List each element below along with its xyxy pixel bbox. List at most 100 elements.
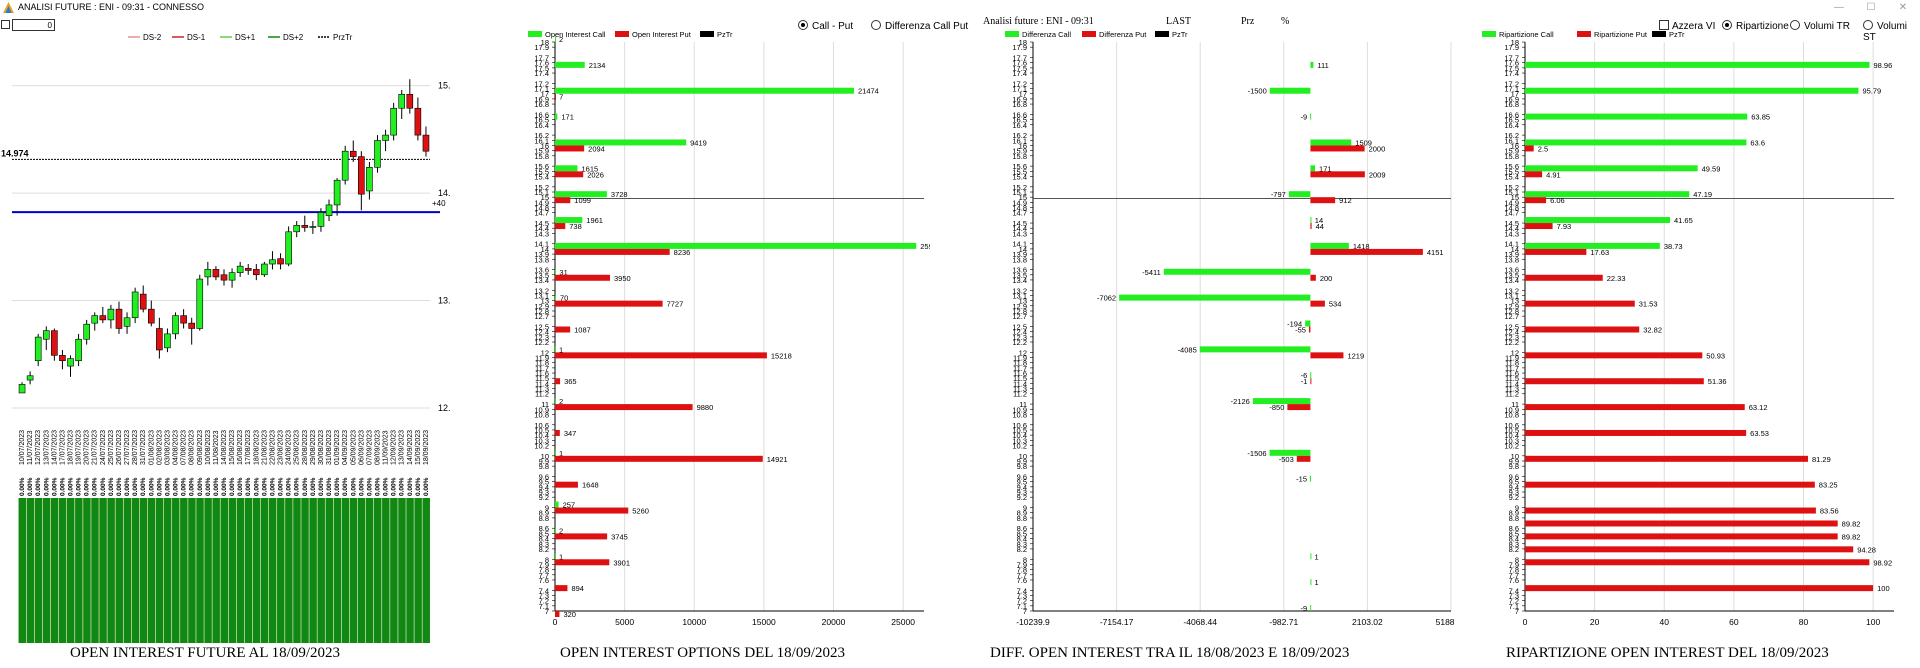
put-bar xyxy=(1525,585,1874,592)
ripartizione-radio-dot xyxy=(1722,20,1732,30)
volumi-tr-radio-dot xyxy=(1790,20,1800,30)
y-tick-label: 11.4 xyxy=(1505,379,1519,388)
y-tick-label: 10.9 xyxy=(1012,405,1027,414)
date-tick-label: 01/08/2023 xyxy=(148,430,155,465)
option-checkbox[interactable] xyxy=(1,20,10,29)
volume-bar xyxy=(163,498,172,643)
y-tick-label: 11.6 xyxy=(535,369,549,378)
y-tick-label: 17.2 xyxy=(1012,79,1027,88)
y-tick-label: 9.5 xyxy=(1017,478,1027,487)
date-tick-label: 10/08/2023 xyxy=(205,430,212,465)
volumi-st-radio[interactable]: Volumi ST xyxy=(1863,20,1920,43)
y-tick-label: 8.8 xyxy=(539,514,549,523)
call-bar xyxy=(555,553,556,560)
y-tick-label: 10 xyxy=(1019,452,1027,461)
price-label: 14.974 xyxy=(1,148,29,158)
y-tick-label: 16.9 xyxy=(1504,95,1519,104)
y-tick-label: 14.4 xyxy=(1012,224,1027,233)
y-tick-label: 13.4 xyxy=(1504,276,1519,285)
ripartizione-chart: Ripartizione Call Ripartizione Put PzTr181… xyxy=(1482,30,1894,627)
y-tick-label: 8.9 xyxy=(539,509,549,518)
spin-input[interactable]: 0 xyxy=(12,19,55,31)
y-tick-label: 18 xyxy=(1019,38,1027,47)
date-tick-label: 14/08/2023 xyxy=(221,430,228,465)
y-tick-label: 12.9 xyxy=(1504,302,1519,311)
y-tick-label: 8.8 xyxy=(1509,514,1519,523)
y-tick-label: 17.9 xyxy=(534,43,549,52)
call-bar xyxy=(1525,165,1698,172)
volume-pct-label: 0.00% xyxy=(342,477,349,496)
legend-swatch xyxy=(615,31,629,37)
call-bar xyxy=(1310,605,1312,611)
date-tick-label: 04/09/2023 xyxy=(342,430,349,465)
volume-pct-label: 0.00% xyxy=(19,477,26,496)
call-value-label: 1418 xyxy=(1353,242,1370,251)
volumi-tr-radio[interactable]: Volumi TR xyxy=(1790,20,1850,32)
y-tick-label: 7.7 xyxy=(1509,571,1519,580)
call-bar xyxy=(1525,87,1859,94)
y-tick-label: 8.3 xyxy=(1017,540,1027,549)
put-bar xyxy=(1310,300,1325,307)
minimize-button[interactable]: — xyxy=(1834,2,1844,13)
y-tick-label: 12.8 xyxy=(1012,307,1027,316)
date-tick-label: 17/07/2023 xyxy=(59,430,66,465)
chart3-title: DIFF. OPEN INTEREST TRA IL 18/08/2023 E … xyxy=(990,645,1350,661)
y-tick-label: 10.6 xyxy=(1012,421,1027,430)
ripartizione-radio[interactable]: Ripartizione xyxy=(1722,20,1789,32)
volumi-st-radio-dot xyxy=(1863,20,1873,30)
volume-pct-label: 0.00% xyxy=(140,477,147,496)
diff-call-put-radio[interactable]: Differenza Call Put xyxy=(871,20,968,32)
y-tick-label: 17.5 xyxy=(534,64,549,73)
legend-label: Open Interest Call xyxy=(545,30,606,39)
volume-pct-label: 0.00% xyxy=(51,477,58,496)
date-tick-label: 20/07/2023 xyxy=(84,430,91,465)
volume-bar xyxy=(42,498,51,643)
put-bar xyxy=(555,93,556,100)
azzera-checkbox[interactable]: Azzera VI xyxy=(1659,20,1715,32)
y-tick-label: 16 xyxy=(541,141,549,150)
put-bar xyxy=(555,378,561,385)
y-tick-label: 7.2 xyxy=(1509,597,1519,606)
call-bar xyxy=(1525,242,1660,249)
call-put-radio[interactable]: Call - Put xyxy=(798,20,853,32)
candle-body xyxy=(18,384,26,394)
y-tick-label: 13.8 xyxy=(1012,255,1027,264)
put-bar xyxy=(555,223,566,230)
close-button[interactable]: ✕ xyxy=(1898,2,1908,13)
y-tick-label: 11 xyxy=(1511,400,1519,409)
y-tick-label: 14.9 xyxy=(1012,198,1027,207)
y-tick-label: 8.4 xyxy=(1509,535,1519,544)
level-label: 15.66 xyxy=(438,81,450,91)
legend-label: DS+2 xyxy=(283,33,304,42)
date-tick-label: 14/07/2023 xyxy=(51,430,58,465)
y-tick-label: 15.4 xyxy=(1504,172,1519,181)
put-bar xyxy=(555,274,611,281)
date-tick-label: 09/08/2023 xyxy=(197,430,204,465)
put-bar xyxy=(1525,559,1870,566)
y-tick-label: 15.8 xyxy=(1504,152,1519,161)
put-value-label: 1219 xyxy=(1347,351,1364,360)
volume-pct-label: 0.00% xyxy=(35,477,42,496)
y-tick-label: 17.4 xyxy=(1012,69,1027,78)
y-tick-label: 14.1 xyxy=(1012,240,1027,249)
put-value-label: -503 xyxy=(1279,455,1294,464)
date-tick-label: 06/09/2023 xyxy=(358,430,365,465)
plus-label: +40 xyxy=(432,199,446,208)
y-tick-label: 16.1 xyxy=(1504,136,1519,145)
volume-bar xyxy=(220,498,228,643)
y-tick-label: 17.6 xyxy=(1504,59,1519,68)
maximize-button[interactable]: ☐ xyxy=(1866,2,1876,13)
y-tick-label: 10.5 xyxy=(534,426,549,435)
y-tick-label: 14.7 xyxy=(1012,209,1027,218)
y-tick-label: 9 xyxy=(1515,504,1519,513)
y-tick-label: 12.3 xyxy=(534,333,549,342)
y-tick-label: 15.2 xyxy=(1504,183,1519,192)
y-tick-label: 7 xyxy=(1515,607,1519,616)
candle-body xyxy=(309,226,317,228)
volume-bar xyxy=(252,498,261,643)
put-value-label: 51.36 xyxy=(1708,377,1727,386)
candle-body xyxy=(83,323,90,340)
azzera-label: Azzera VI xyxy=(1672,21,1716,32)
y-tick-label: 13.4 xyxy=(534,276,549,285)
put-value-label: 912 xyxy=(1339,196,1352,205)
